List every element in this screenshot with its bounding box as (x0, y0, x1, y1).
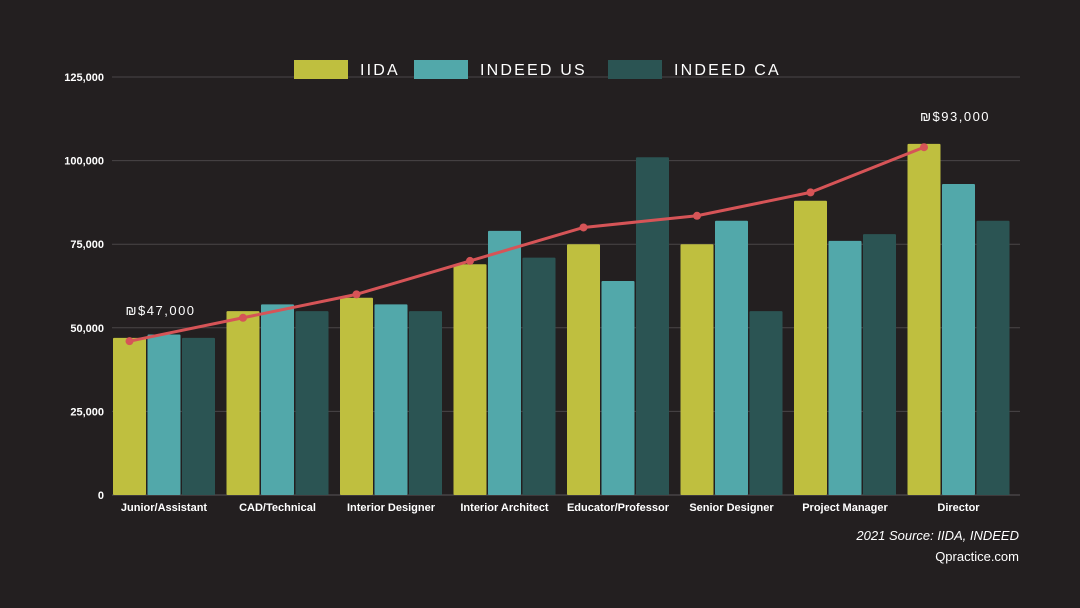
y-tick-label: 125,000 (64, 72, 104, 84)
y-tick-label: 0 (98, 490, 104, 502)
x-tick-label: Interior Designer (347, 502, 436, 514)
x-axis: Junior/Assistant CAD/Technical Interior De… (121, 502, 980, 514)
legend-label: INDEED US (480, 62, 587, 79)
trend-point (125, 337, 134, 346)
bar-indeed-ca (182, 337, 215, 495)
bar-indeed-us (488, 230, 521, 495)
x-tick-label: Director (937, 502, 980, 514)
legend-swatch (608, 60, 662, 79)
bar-indeed-us (261, 304, 294, 495)
bar-indeed-ca (976, 220, 1010, 496)
y-tick-label: 100,000 (64, 156, 104, 168)
trend-point (579, 223, 588, 232)
bar-iida (453, 264, 487, 495)
data-label: ₪$93,000 (920, 109, 990, 124)
x-tick-label: Project Manager (802, 502, 888, 514)
y-tick-label: 25,000 (70, 406, 104, 418)
source-note: 2021 Source: IIDA, INDEED (855, 528, 1019, 543)
legend-label: INDEED CA (674, 62, 781, 79)
bar-iida (226, 311, 260, 495)
trend-line (129, 145, 925, 343)
legend-swatch (414, 60, 468, 79)
bar-iida (113, 337, 146, 495)
bar-iida (567, 244, 600, 495)
y-tick-label: 50,000 (70, 323, 104, 335)
data-label: ₪$47,000 (126, 303, 196, 318)
bar-iida (340, 297, 373, 495)
bar-indeed-ca (749, 311, 783, 495)
trend-point (352, 290, 361, 299)
x-tick-label: CAD/Technical (239, 502, 316, 514)
trend-point (693, 211, 701, 220)
bar-indeed-ca (409, 311, 442, 495)
bar-iida (907, 143, 941, 495)
trend-point (239, 313, 247, 322)
trend-point (920, 143, 928, 152)
bars (113, 143, 1010, 496)
x-tick-label: Junior/Assistant (121, 502, 208, 514)
x-tick-label: Senior Designer (689, 502, 774, 514)
legend-swatch (294, 60, 348, 79)
bar-iida (794, 200, 827, 495)
trend-point (466, 256, 474, 265)
legend: IIDA INDEED US INDEED CA (294, 60, 781, 79)
bar-iida (680, 244, 714, 495)
x-tick-label: Educator/Professor (567, 502, 670, 514)
annotations: ₪$47,000 ₪$93,000 (126, 109, 990, 318)
site-credit: Qpractice.com (935, 549, 1019, 564)
bar-indeed-us (715, 220, 748, 496)
y-axis: 0 25,000 50,000 75,000 100,000 125,000 (64, 72, 104, 502)
bar-indeed-us (601, 280, 635, 495)
bar-indeed-ca (863, 234, 896, 495)
bar-indeed-ca (636, 157, 669, 496)
trend-point (806, 188, 815, 197)
x-tick-label: Interior Architect (460, 502, 549, 514)
bar-indeed-us (147, 334, 181, 495)
bar-indeed-us (828, 240, 862, 495)
legend-label: IIDA (360, 62, 400, 79)
bar-indeed-us (374, 304, 408, 495)
bar-indeed-ca (522, 257, 556, 495)
bar-indeed-us (942, 184, 975, 495)
y-tick-label: 75,000 (70, 239, 104, 251)
bar-indeed-ca (295, 311, 329, 495)
trend-line-layer (125, 143, 928, 346)
